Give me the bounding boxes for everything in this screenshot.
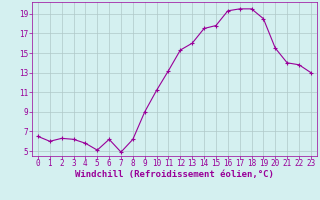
X-axis label: Windchill (Refroidissement éolien,°C): Windchill (Refroidissement éolien,°C) (75, 170, 274, 179)
